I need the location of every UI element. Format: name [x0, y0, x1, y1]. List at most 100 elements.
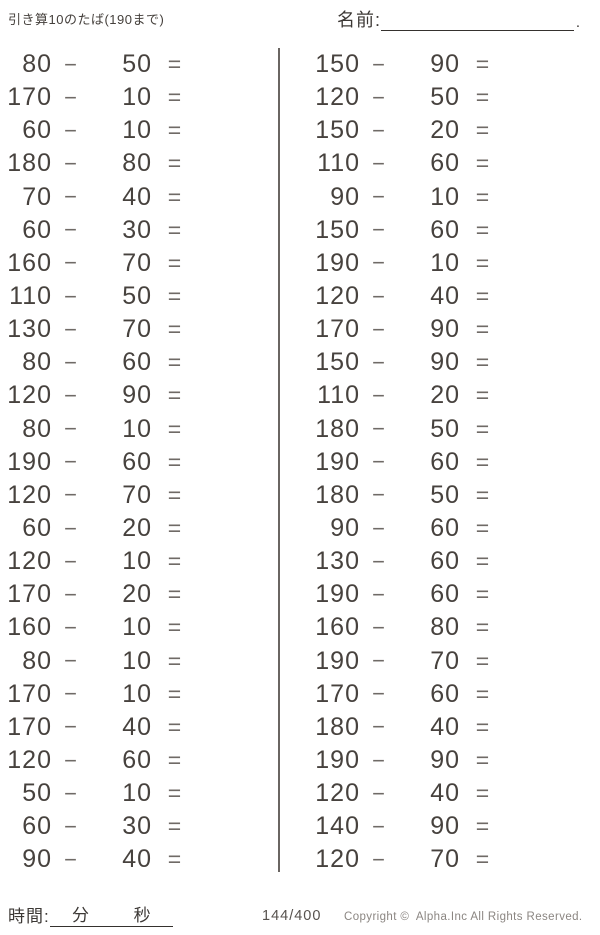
subtrahend: 20: [122, 580, 152, 609]
problem-row: 80− 60 =: [2, 346, 202, 379]
minus-sign: −: [372, 316, 386, 342]
subtrahend: 10: [122, 646, 152, 675]
minuend: 170: [315, 315, 360, 344]
minuend: 190: [315, 447, 360, 476]
subtrahend: 10: [122, 613, 152, 642]
problem-row: 110− 20 =: [310, 379, 510, 412]
minus-sign: −: [64, 681, 78, 707]
subtrahend: 60: [430, 215, 460, 244]
minus-sign: −: [372, 117, 386, 143]
minus-sign: −: [64, 349, 78, 375]
subtrahend: 50: [122, 50, 152, 79]
seconds-label: 秒: [133, 906, 151, 925]
equals-sign: =: [167, 283, 183, 310]
minuend: 170: [7, 83, 52, 112]
minuend: 170: [7, 679, 52, 708]
problem-row: 110− 50 =: [2, 280, 202, 313]
minus-sign: −: [372, 150, 386, 176]
minus-sign: −: [64, 84, 78, 110]
name-period: .: [575, 14, 580, 31]
equals-sign: =: [167, 713, 183, 740]
minus-sign: −: [64, 614, 78, 640]
problem-row: 120− 60 =: [2, 744, 202, 777]
minuend: 180: [315, 712, 360, 741]
minuend: 160: [7, 248, 52, 277]
minuend: 120: [315, 779, 360, 808]
problem-row: 190− 60 =: [310, 578, 510, 611]
problem-row: 130− 70 =: [2, 313, 202, 346]
subtrahend: 60: [430, 149, 460, 178]
minus-sign: −: [64, 184, 78, 210]
subtrahend: 50: [122, 282, 152, 311]
minus-sign: −: [64, 316, 78, 342]
problems-left-column: 80−50 = 170−10 = 60−10 = 180−80 = 70−40 = 60−30 = 16…: [2, 48, 202, 877]
subtrahend: 90: [430, 50, 460, 79]
equals-sign: =: [167, 680, 183, 707]
minus-sign: −: [64, 283, 78, 309]
problem-row: 60− 10 =: [2, 114, 202, 147]
equals-sign: =: [167, 84, 183, 111]
equals-sign: =: [475, 84, 491, 111]
minuend: 110: [317, 381, 360, 410]
minuend: 150: [315, 215, 360, 244]
problem-row: 120− 70 =: [2, 479, 202, 512]
subtrahend: 60: [430, 679, 460, 708]
minus-sign: −: [372, 250, 386, 276]
equals-sign: =: [167, 117, 183, 144]
subtrahend: 30: [122, 215, 152, 244]
minus-sign: −: [372, 283, 386, 309]
minus-sign: −: [64, 515, 78, 541]
minuend: 60: [22, 812, 52, 841]
column-divider: [278, 48, 280, 872]
minuend: 60: [22, 116, 52, 145]
problem-row: 170− 40 =: [2, 711, 202, 744]
minuend: 120: [7, 480, 52, 509]
page-number: 144/400: [262, 908, 322, 924]
equals-sign: =: [167, 548, 183, 575]
equals-sign: =: [475, 283, 491, 310]
minuend: 120: [315, 282, 360, 311]
minuend: 120: [7, 381, 52, 410]
equals-sign: =: [475, 51, 491, 78]
problem-row: 90− 10 =: [310, 181, 510, 214]
minus-sign: −: [64, 482, 78, 508]
subtrahend: 60: [122, 348, 152, 377]
equals-sign: =: [167, 481, 183, 508]
equals-sign: =: [475, 747, 491, 774]
minuend: 80: [22, 348, 52, 377]
minus-sign: −: [64, 416, 78, 442]
minus-sign: −: [372, 217, 386, 243]
equals-sign: =: [475, 515, 491, 542]
equals-sign: =: [167, 515, 183, 542]
minus-sign: −: [372, 780, 386, 806]
equals-sign: =: [475, 349, 491, 376]
minuend: 190: [7, 447, 52, 476]
problem-row: 50− 10 =: [2, 777, 202, 810]
equals-sign: =: [475, 183, 491, 210]
minus-sign: −: [64, 846, 78, 872]
equals-sign: =: [167, 581, 183, 608]
minuend: 180: [7, 149, 52, 178]
minuend: 120: [315, 845, 360, 874]
problem-row: 160− 80 =: [310, 611, 510, 644]
minutes-label: 分: [72, 906, 90, 925]
equals-sign: =: [475, 647, 491, 674]
problem-row: 190− 90 =: [310, 744, 510, 777]
subtrahend: 80: [430, 613, 460, 642]
minus-sign: −: [372, 846, 386, 872]
subtrahend: 40: [122, 712, 152, 741]
subtrahend: 40: [430, 282, 460, 311]
minuend: 130: [7, 315, 52, 344]
minuend: 150: [315, 348, 360, 377]
subtrahend: 40: [122, 182, 152, 211]
subtrahend: 60: [430, 580, 460, 609]
subtrahend: 10: [122, 116, 152, 145]
minuend: 190: [315, 248, 360, 277]
subtrahend: 60: [122, 447, 152, 476]
problem-row: 120− 50 =: [310, 81, 510, 114]
time-field: 時間: 分 秒: [8, 902, 173, 927]
subtrahend: 60: [122, 746, 152, 775]
problem-row: 80− 10 =: [2, 413, 202, 446]
problem-row: 160− 10 =: [2, 611, 202, 644]
